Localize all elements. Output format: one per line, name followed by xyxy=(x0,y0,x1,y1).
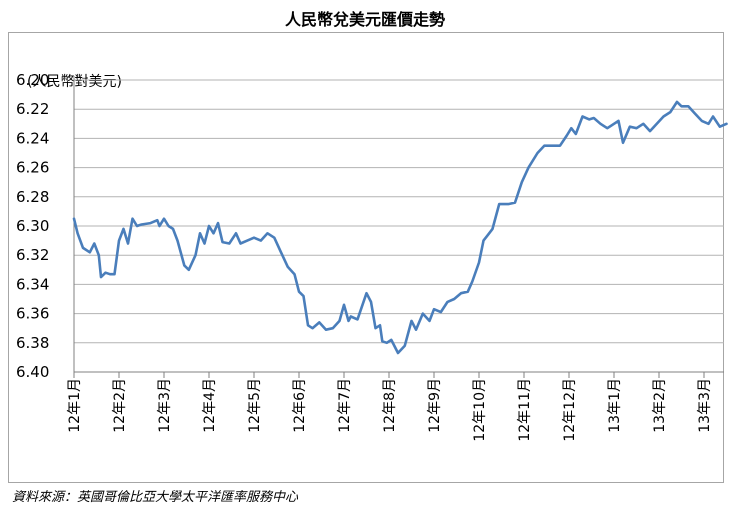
x-tick-label: 12年2月 xyxy=(112,378,128,433)
x-tick-label: 12年6月 xyxy=(292,378,308,433)
x-tick-label: 12年9月 xyxy=(427,378,443,433)
grid-lines xyxy=(74,79,724,373)
chart-title: 人民幣兌美元匯價走勢 xyxy=(284,10,445,29)
x-tick-label: 13年3月 xyxy=(697,378,713,433)
x-tick-label: 12年8月 xyxy=(382,378,398,433)
x-tick-label: 12年1月 xyxy=(67,378,83,433)
x-tick-label: 12年7月 xyxy=(337,378,353,433)
series-line-0 xyxy=(72,100,728,355)
x-tick-label: 12年4月 xyxy=(202,378,218,433)
y-tick-label: 6.24 xyxy=(16,129,49,147)
y-tick-label: 6.32 xyxy=(16,246,49,264)
y-tick-label: 6.28 xyxy=(16,188,49,206)
y-tick-labels: 6.20 6.22 6.24 6.26 6.28 6.30 6.32 6.34 6.36 6.38… xyxy=(16,71,49,381)
x-tick-labels: 12年1月 12年2月 12年3月 12年4月 12年5月 12年6月 12年7月 12年8月… xyxy=(67,378,713,442)
y-tick-label: 6.22 xyxy=(16,100,49,118)
y-tick-label: 6.38 xyxy=(16,334,49,352)
y-tick-label: 6.36 xyxy=(16,305,49,323)
x-tick-label: 12年5月 xyxy=(247,378,263,433)
y-tick-label: 6.20 xyxy=(16,71,49,89)
y-tick-label: 6.26 xyxy=(16,159,49,177)
y-tick-label: 6.30 xyxy=(16,217,49,235)
y-tick-label: 6.34 xyxy=(16,275,49,293)
y-tick-label: 6.40 xyxy=(16,363,49,381)
x-tick-label: 13年2月 xyxy=(652,378,668,433)
x-tick-label: 12年3月 xyxy=(157,378,173,433)
series-layer xyxy=(72,100,728,355)
x-tick-label: 12年12月 xyxy=(562,378,578,442)
x-tick-label: 13年1月 xyxy=(607,378,623,433)
x-tick-label: 12年10月 xyxy=(472,378,488,442)
source-note: 資料來源：英國哥倫比亞大學太平洋匯率服務中心 xyxy=(12,490,299,505)
x-tick-label: 12年11月 xyxy=(517,378,533,442)
